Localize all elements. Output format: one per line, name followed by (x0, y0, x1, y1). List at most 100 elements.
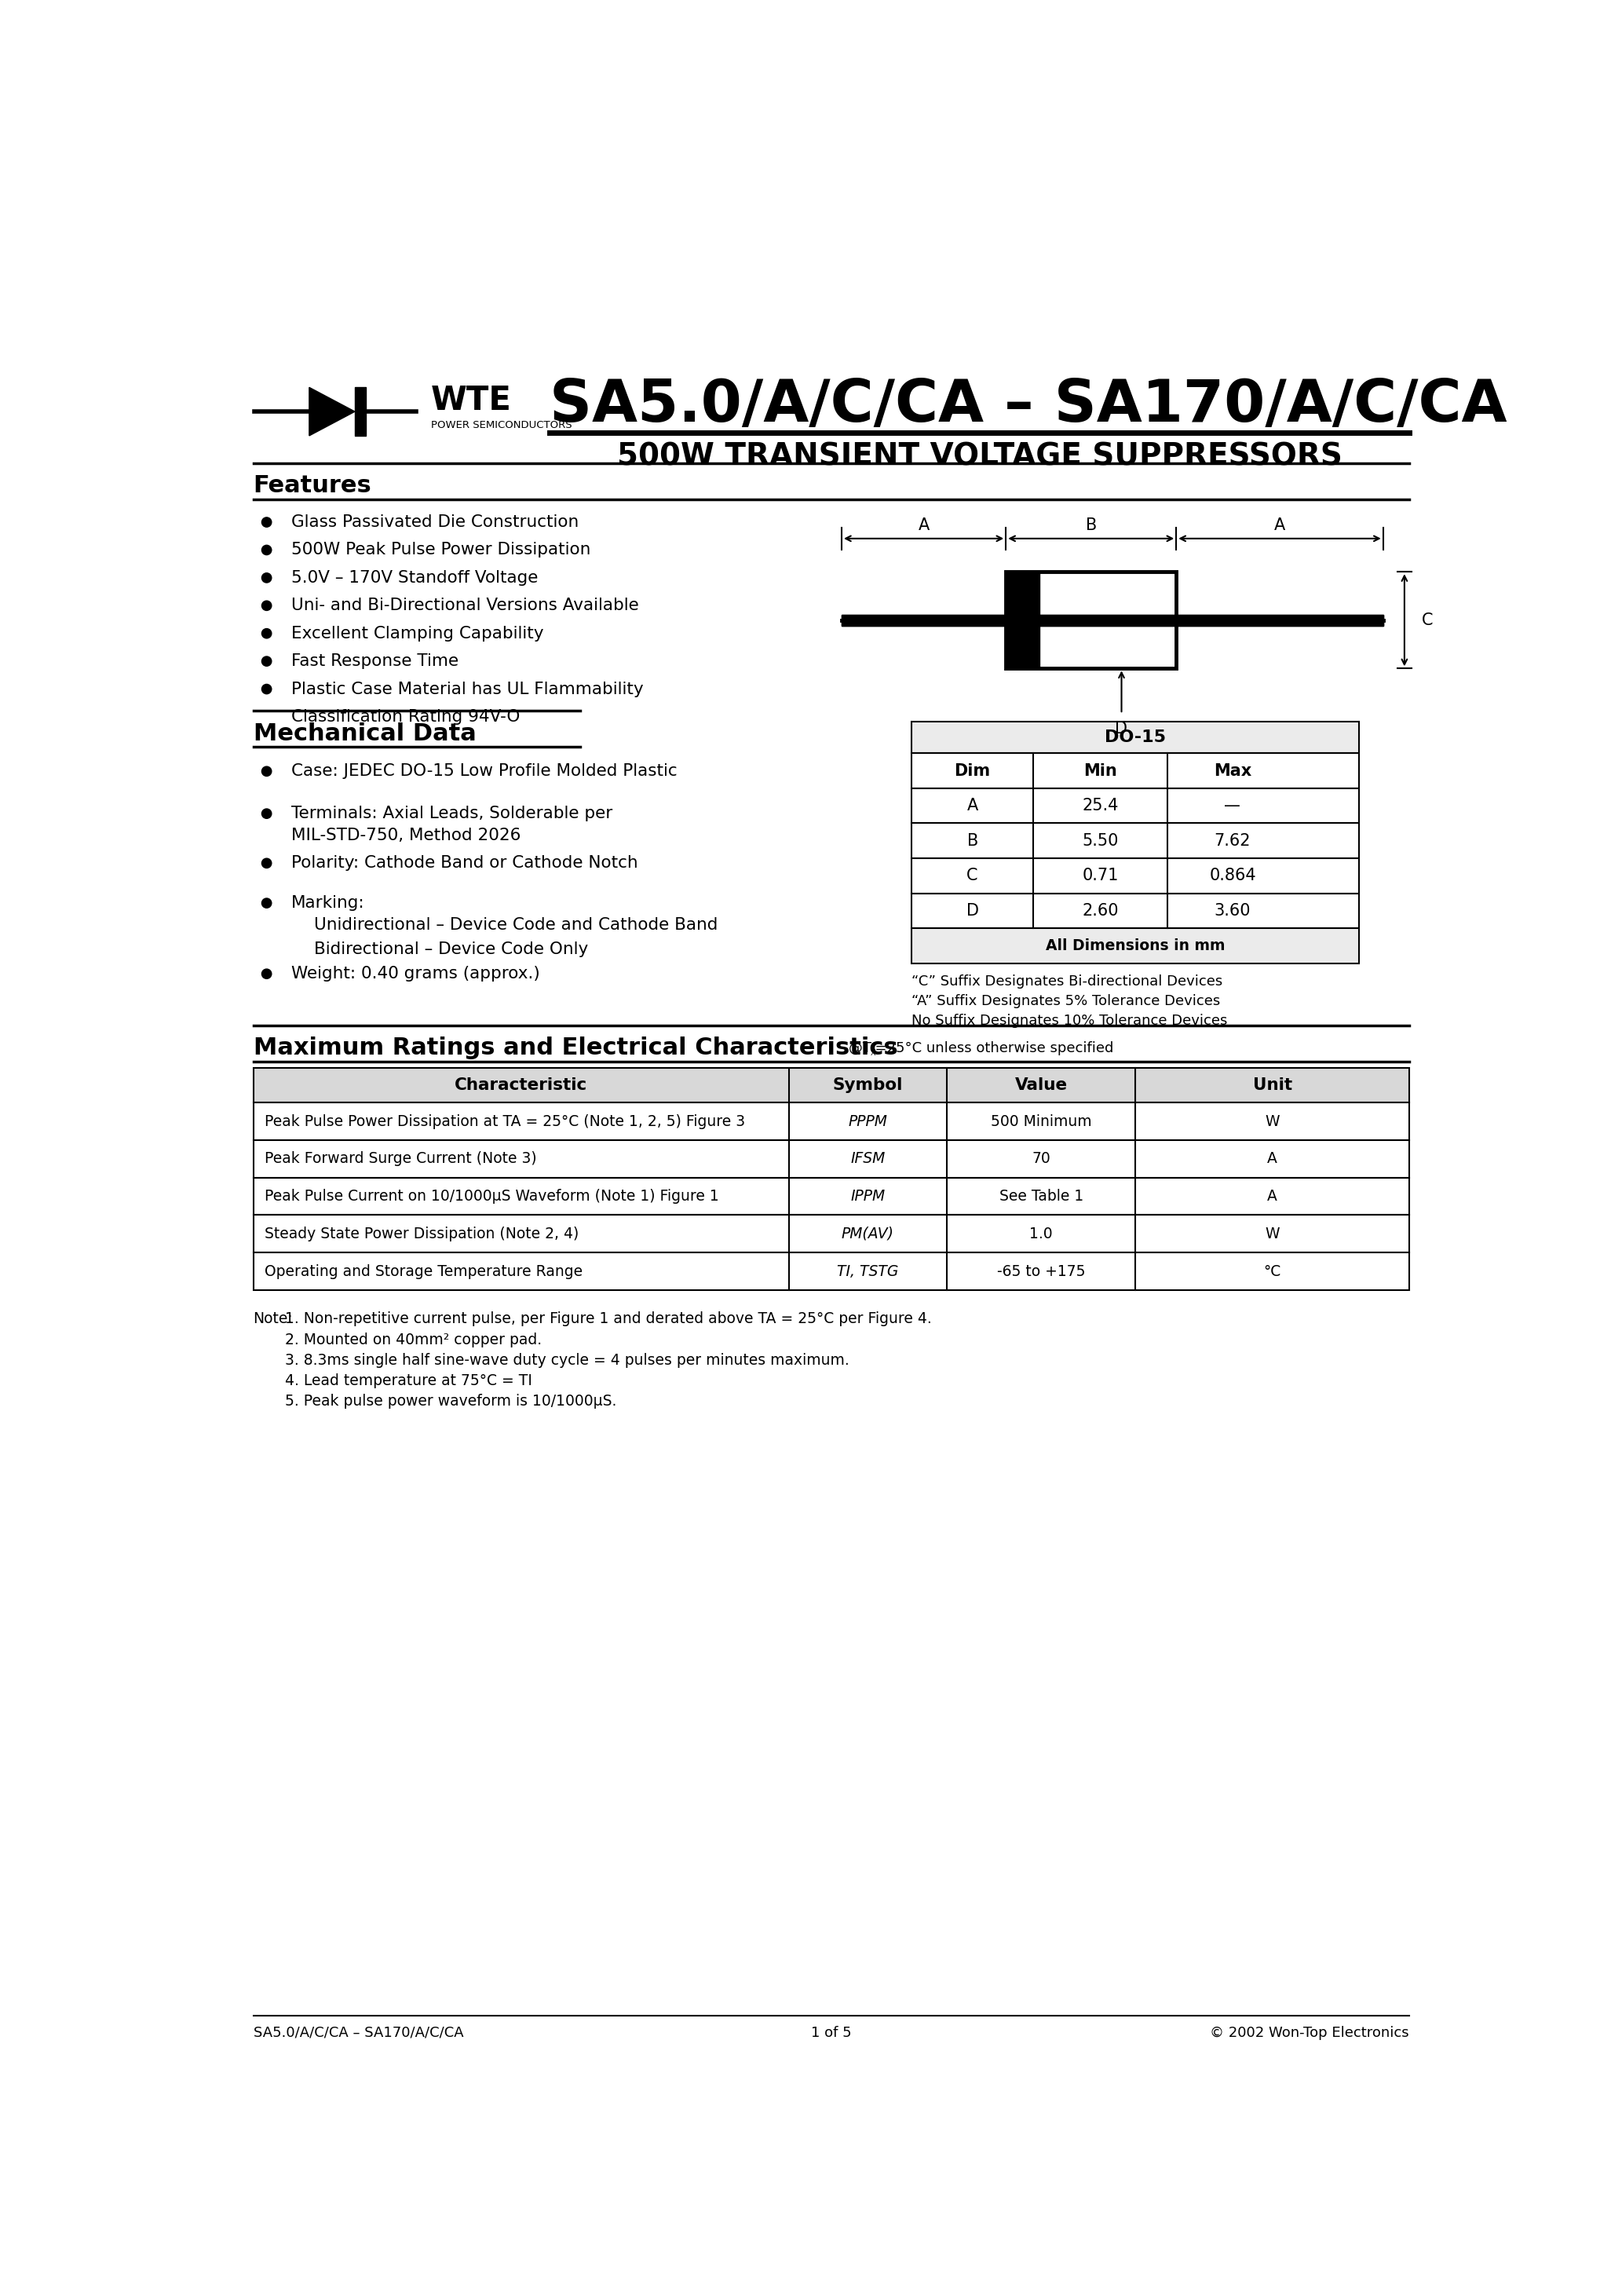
Text: © 2002 Won-Top Electronics: © 2002 Won-Top Electronics (1210, 2025, 1410, 2039)
Text: Maximum Ratings and Electrical Characteristics: Maximum Ratings and Electrical Character… (253, 1038, 897, 1061)
Text: Unidirectional – Device Code and Cathode Band: Unidirectional – Device Code and Cathode… (315, 916, 719, 932)
Bar (253, 1141, 1410, 1178)
Text: 500 Minimum: 500 Minimum (991, 1114, 1092, 1130)
Text: Dim: Dim (954, 762, 991, 778)
Text: 7.62: 7.62 (1215, 833, 1251, 850)
Text: 3.60: 3.60 (1215, 902, 1251, 918)
Text: —: — (1225, 799, 1241, 813)
Text: 0.864: 0.864 (1208, 868, 1255, 884)
Text: 500W Peak Pulse Power Dissipation: 500W Peak Pulse Power Dissipation (290, 542, 590, 558)
Bar (912, 753, 1359, 788)
Text: Marking:: Marking: (290, 895, 365, 912)
Text: Fast Response Time: Fast Response Time (290, 654, 459, 668)
Circle shape (261, 898, 271, 907)
Text: Excellent Clamping Capability: Excellent Clamping Capability (290, 625, 543, 641)
Text: 3. 8.3ms single half sine-wave duty cycle = 4 pulses per minutes maximum.: 3. 8.3ms single half sine-wave duty cycl… (285, 1352, 850, 1368)
Text: Polarity: Cathode Band or Cathode Notch: Polarity: Cathode Band or Cathode Notch (290, 856, 637, 870)
Circle shape (261, 859, 271, 868)
Bar (912, 893, 1359, 928)
Text: A: A (1267, 1150, 1278, 1166)
Text: 5. Peak pulse power waveform is 10/1000μS.: 5. Peak pulse power waveform is 10/1000μ… (285, 1394, 616, 1410)
Text: SA5.0/A/C/CA – SA170/A/C/CA: SA5.0/A/C/CA – SA170/A/C/CA (253, 2025, 464, 2039)
Text: 25.4: 25.4 (1082, 799, 1119, 813)
Text: B: B (967, 833, 978, 850)
Circle shape (261, 969, 271, 978)
Text: Classification Rating 94V-O: Classification Rating 94V-O (290, 709, 519, 726)
Text: Symbol: Symbol (832, 1077, 903, 1093)
Text: 70: 70 (1032, 1150, 1051, 1166)
Text: 500W TRANSIENT VOLTAGE SUPPRESSORS: 500W TRANSIENT VOLTAGE SUPPRESSORS (616, 443, 1341, 471)
Text: 2. Mounted on 40mm² copper pad.: 2. Mounted on 40mm² copper pad. (285, 1332, 542, 1348)
Text: Features: Features (253, 475, 371, 498)
Text: 1.0: 1.0 (1030, 1226, 1053, 1242)
Text: Operating and Storage Temperature Range: Operating and Storage Temperature Range (264, 1263, 582, 1279)
Text: Weight: 0.40 grams (approx.): Weight: 0.40 grams (approx.) (290, 967, 540, 983)
Text: Plastic Case Material has UL Flammability: Plastic Case Material has UL Flammabilit… (290, 682, 644, 698)
Text: MIL-STD-750, Method 2026: MIL-STD-750, Method 2026 (290, 827, 521, 843)
Text: D: D (967, 902, 978, 918)
Bar (842, 615, 1384, 625)
Circle shape (261, 767, 271, 776)
Bar (912, 824, 1359, 859)
Circle shape (261, 629, 271, 638)
Text: A: A (1267, 1189, 1278, 1203)
Text: Characteristic: Characteristic (454, 1077, 587, 1093)
Text: “A” Suffix Designates 5% Tolerance Devices: “A” Suffix Designates 5% Tolerance Devic… (912, 994, 1220, 1008)
Bar (253, 1215, 1410, 1254)
Text: No Suffix Designates 10% Tolerance Devices: No Suffix Designates 10% Tolerance Devic… (912, 1013, 1228, 1029)
Text: 1 of 5: 1 of 5 (811, 2025, 852, 2039)
Text: 5.0V – 170V Standoff Voltage: 5.0V – 170V Standoff Voltage (290, 569, 539, 585)
Text: °C: °C (1264, 1263, 1281, 1279)
Bar (253, 1254, 1410, 1290)
Circle shape (261, 808, 271, 817)
Bar (355, 388, 367, 436)
Text: Unit: Unit (1252, 1077, 1293, 1093)
Circle shape (261, 574, 271, 583)
Text: Terminals: Axial Leads, Solderable per: Terminals: Axial Leads, Solderable per (290, 806, 611, 822)
Polygon shape (310, 388, 355, 436)
Text: Mechanical Data: Mechanical Data (253, 723, 475, 746)
Text: All Dimensions in mm: All Dimensions in mm (1046, 939, 1225, 953)
Text: B: B (1085, 517, 1096, 533)
Circle shape (261, 544, 271, 556)
Text: 4. Lead temperature at 75°C = TI: 4. Lead temperature at 75°C = TI (285, 1373, 532, 1389)
Circle shape (261, 657, 271, 666)
Circle shape (261, 684, 271, 693)
Bar (842, 615, 1384, 625)
Text: See Table 1: See Table 1 (999, 1189, 1083, 1203)
Bar (912, 859, 1359, 893)
Text: WTE: WTE (431, 383, 511, 418)
Text: Max: Max (1213, 762, 1252, 778)
Text: -65 to +175: -65 to +175 (998, 1263, 1085, 1279)
Text: POWER SEMICONDUCTORS: POWER SEMICONDUCTORS (431, 420, 573, 429)
Bar (1006, 572, 1176, 668)
Text: W: W (1265, 1114, 1280, 1130)
Text: A: A (1275, 517, 1285, 533)
Text: Note:: Note: (253, 1311, 294, 1327)
Text: PM(AV): PM(AV) (842, 1226, 894, 1242)
Text: A: A (918, 517, 929, 533)
Text: Case: JEDEC DO-15 Low Profile Molded Plastic: Case: JEDEC DO-15 Low Profile Molded Pla… (290, 765, 676, 778)
Text: C: C (967, 868, 978, 884)
Bar (253, 1178, 1410, 1215)
Text: Uni- and Bi-Directional Versions Available: Uni- and Bi-Directional Versions Availab… (290, 597, 639, 613)
Text: DO-15: DO-15 (1105, 730, 1166, 746)
Text: IPPM: IPPM (850, 1189, 886, 1203)
Text: D: D (1116, 721, 1127, 737)
Text: PPPM: PPPM (848, 1114, 887, 1130)
Text: @T⁁=25°C unless otherwise specified: @T⁁=25°C unless otherwise specified (848, 1040, 1113, 1056)
Text: 0.71: 0.71 (1082, 868, 1119, 884)
Circle shape (261, 517, 271, 528)
Bar (1006, 572, 1040, 668)
Text: Steady State Power Dissipation (Note 2, 4): Steady State Power Dissipation (Note 2, … (264, 1226, 579, 1242)
Text: SA5.0/A/C/CA – SA170/A/C/CA: SA5.0/A/C/CA – SA170/A/C/CA (550, 377, 1507, 434)
Text: IFSM: IFSM (850, 1150, 886, 1166)
Bar (912, 788, 1359, 824)
Text: W: W (1265, 1226, 1280, 1242)
Bar (253, 1068, 1410, 1102)
Text: TI, TSTG: TI, TSTG (837, 1263, 899, 1279)
Bar (253, 1102, 1410, 1141)
Text: Min: Min (1083, 762, 1118, 778)
Text: Peak Pulse Current on 10/1000μS Waveform (Note 1) Figure 1: Peak Pulse Current on 10/1000μS Waveform… (264, 1189, 719, 1203)
Text: 5.50: 5.50 (1082, 833, 1119, 850)
